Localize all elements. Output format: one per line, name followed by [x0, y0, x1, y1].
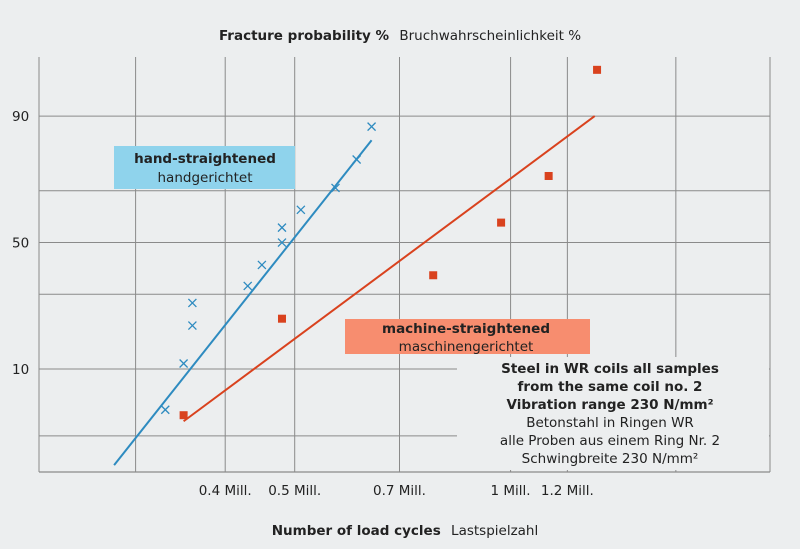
data-point-machine-straightened [429, 271, 438, 280]
data-point-hand-straightened [179, 359, 189, 368]
annotation-background [457, 357, 769, 470]
fit-line-machine-straightened [183, 115, 596, 423]
fit-line-hand-straightened [113, 139, 373, 466]
chart-title-de: Bruchwahrscheinlichkeit % [399, 28, 581, 44]
annotation-line-1: Steel in WR coils all samples [501, 361, 719, 377]
data-point-hand-straightened [187, 321, 197, 331]
annotation-line-3: Vibration range 230 N/mm² [507, 397, 714, 413]
data-point-hand-straightened [331, 183, 340, 193]
legend-machine-box [345, 319, 590, 354]
x-tick-label: 0.7 Mill. [373, 483, 426, 499]
x-axis-title-en: Number of load cycles [272, 523, 441, 539]
annotation-line-2: from the same coil no. 2 [518, 379, 703, 395]
x-tick-label: 1 Mill. [491, 483, 531, 499]
tick-labels: 0.4 Mill. 0.5 Mill. 0.7 Mill. 1 Mill. 1.2 Mi… [12, 109, 594, 499]
x-tick-label: 0.4 Mill. [199, 483, 252, 499]
annotation-box: Steel in WR coils all samples from the s… [457, 357, 769, 470]
data-point-hand-straightened [352, 155, 362, 164]
data-point-hand-straightened [296, 205, 306, 215]
annotation-line-4: Betonstahl in Ringen WR [526, 415, 694, 431]
data-point-hand-straightened [277, 223, 287, 233]
y-tick-label: 50 [12, 236, 29, 252]
data-point-hand-straightened [187, 298, 197, 308]
x-tick-label: 0.5 Mill. [268, 483, 321, 499]
chart-title-en: Fracture probability % [219, 28, 390, 44]
fit-lines [113, 115, 596, 466]
legend-hand-label-de: handgerichtet [157, 170, 252, 186]
x-axis-title-de: Lastspielzahl [451, 523, 538, 539]
legend-hand-box [114, 146, 295, 189]
x-tick-label: 1.2 Mill. [541, 483, 594, 499]
data-point-machine-straightened [593, 65, 602, 74]
legend-hand-straightened: hand-straightened handgerichtet [114, 146, 295, 189]
data-point-hand-straightened [160, 405, 170, 415]
y-tick-label: 90 [12, 109, 29, 125]
annotation-line-5: alle Proben aus einem Ring Nr. 2 [500, 433, 720, 449]
chart-title: Fracture probability % Bruchwahrscheinli… [219, 28, 581, 44]
data-point-hand-straightened [243, 281, 253, 291]
data-point-machine-straightened [544, 171, 553, 180]
legend-machine-straightened: machine-straightened maschinengerichtet [345, 319, 590, 355]
data-point-hand-straightened [277, 238, 287, 247]
data-point-machine-straightened [179, 411, 188, 420]
data-point-hand-straightened [367, 122, 377, 132]
data-point-machine-straightened [277, 314, 286, 323]
data-point-hand-straightened [257, 260, 267, 270]
legend-machine-label-en: machine-straightened [382, 321, 550, 337]
data-point-machine-straightened [497, 218, 506, 227]
annotation-line-6: Schwingbreite 230 N/mm² [522, 451, 699, 467]
y-tick-label: 10 [12, 362, 29, 378]
legend-machine-label-de: maschinengerichtet [399, 339, 534, 355]
x-axis-title: Number of load cycles Lastspielzahl [272, 523, 539, 539]
legend-hand-label-en: hand-straightened [134, 151, 276, 167]
data-points [160, 65, 602, 420]
